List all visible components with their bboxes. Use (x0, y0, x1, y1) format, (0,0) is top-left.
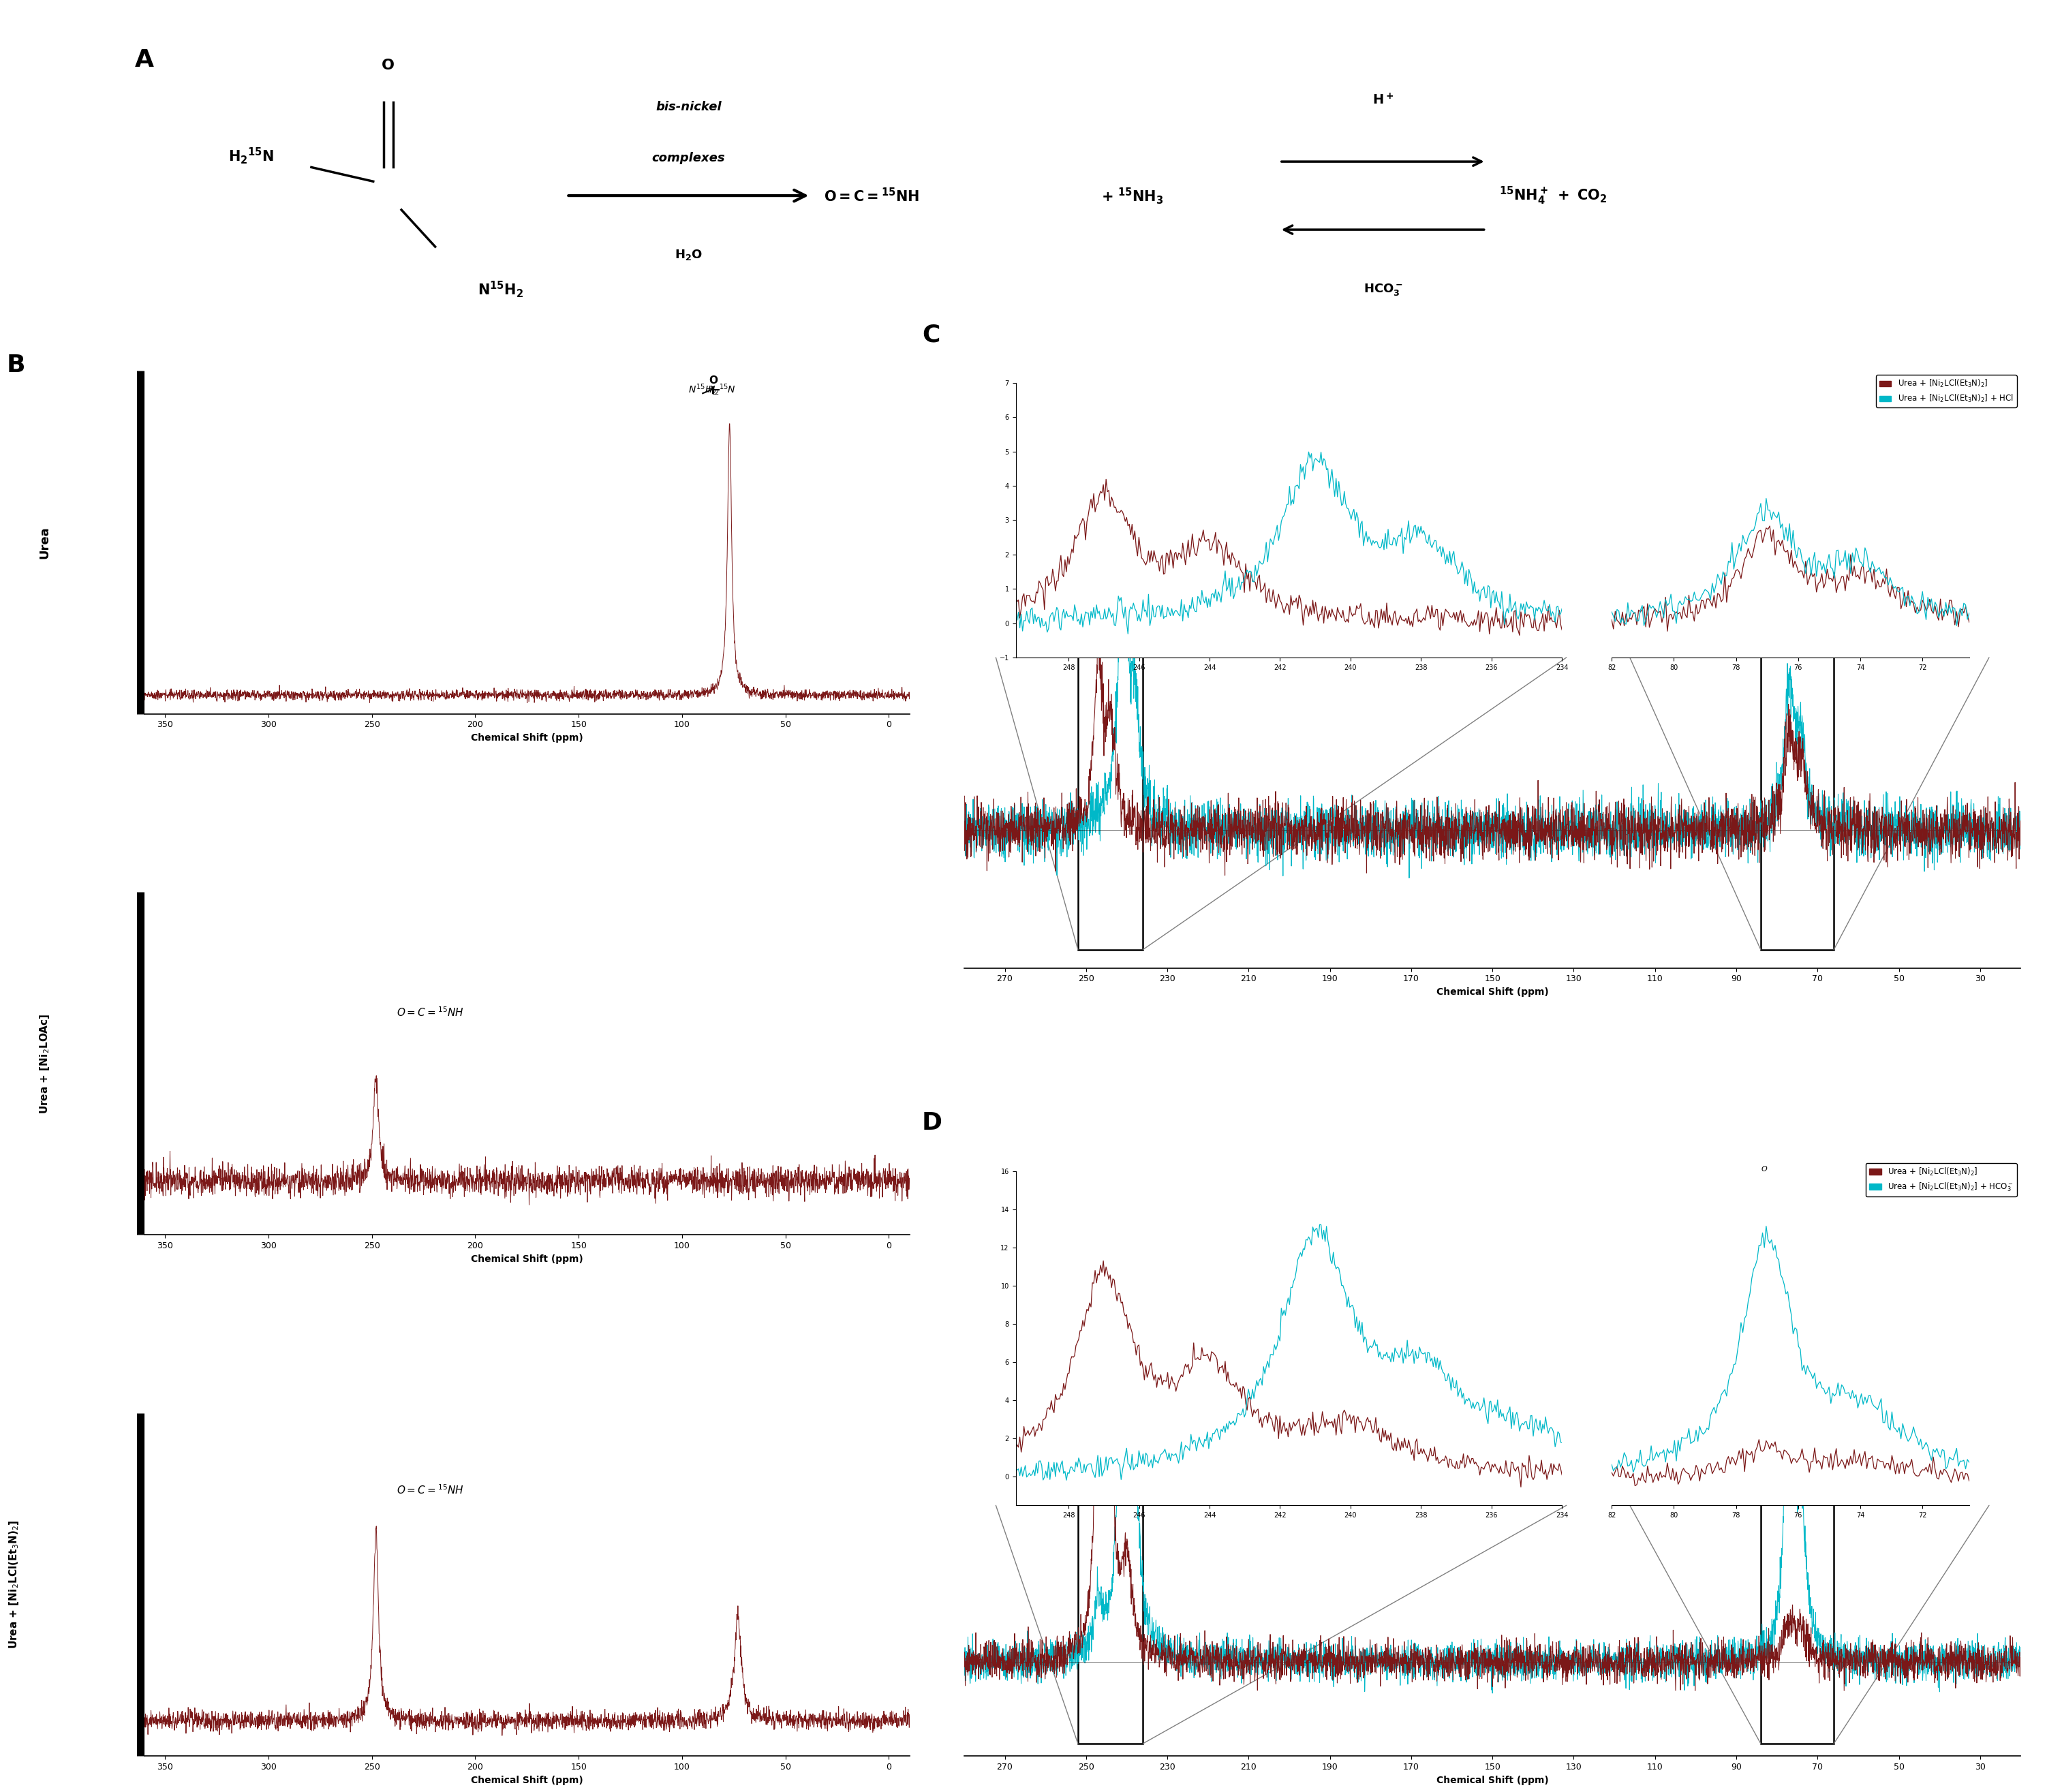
Text: A: A (134, 48, 155, 72)
Text: $\mathregular{O=C={}^{15}NH}$: $\mathregular{O=C={}^{15}NH}$ (823, 186, 920, 204)
Text: B: B (6, 353, 25, 376)
Text: O: O (381, 59, 394, 72)
Text: $\mathregular{HCO_3^-}$: $\mathregular{HCO_3^-}$ (1363, 281, 1402, 297)
Text: complexes: complexes (652, 152, 726, 165)
Bar (1078, 418, 1142, 950)
Text: $\mathregular{N^{15}H_2}$: $\mathregular{N^{15}H_2}$ (478, 280, 524, 299)
Text: $\mathregular{H^+}$: $\mathregular{H^+}$ (1371, 93, 1394, 108)
Bar (1078, 1190, 1142, 1744)
X-axis label: Chemical Shift (ppm): Chemical Shift (ppm) (1437, 1776, 1549, 1785)
X-axis label: Chemical Shift (ppm): Chemical Shift (ppm) (470, 733, 584, 742)
Text: $\mathregular{H_2O}$: $\mathregular{H_2O}$ (674, 247, 703, 262)
Text: $O=C={}^{15}NH$: $O=C={}^{15}NH$ (396, 1005, 464, 1018)
X-axis label: Chemical Shift (ppm): Chemical Shift (ppm) (470, 1776, 584, 1785)
Text: Urea + [Ni$_2$LOAc]: Urea + [Ni$_2$LOAc] (39, 1012, 52, 1115)
Text: $N^{15}H_2$: $N^{15}H_2$ (689, 382, 718, 396)
Text: Urea + [Ni$_2$LCl(Et$_3$N)$_2$]: Urea + [Ni$_2$LCl(Et$_3$N)$_2$] (8, 1520, 21, 1649)
X-axis label: Chemical Shift (ppm): Chemical Shift (ppm) (1437, 987, 1549, 996)
Text: $H_2{}^{15}N$: $H_2{}^{15}N$ (707, 382, 736, 396)
Text: Urea: Urea (39, 527, 52, 559)
Bar (1761, 418, 1833, 950)
Text: D: D (922, 1111, 942, 1134)
Text: $\mathregular{+\ {}^{15}NH_3}$: $\mathregular{+\ {}^{15}NH_3}$ (1101, 186, 1163, 206)
Text: $O=C={}^{15}NH$: $O=C={}^{15}NH$ (396, 1484, 464, 1496)
X-axis label: Chemical Shift (ppm): Chemical Shift (ppm) (470, 1254, 584, 1263)
Text: bis-nickel: bis-nickel (656, 100, 722, 113)
Bar (1761, 1190, 1833, 1744)
Text: O: O (709, 375, 718, 385)
Legend: Urea + [Ni$_2$LCl(Et$_3$N)$_2$], Urea + [Ni$_2$LCl(Et$_3$N)$_2$] + HCl: Urea + [Ni$_2$LCl(Et$_3$N)$_2$], Urea + … (1876, 375, 2017, 407)
Text: C: C (922, 323, 940, 346)
Legend: Urea + [Ni$_2$LCl(Et$_3$N)$_2$], Urea + [Ni$_2$LCl(Et$_3$N)$_2$] + HCO$_3^-$: Urea + [Ni$_2$LCl(Et$_3$N)$_2$], Urea + … (1866, 1163, 2017, 1197)
Text: $\mathregular{H_2{}^{15}N}$: $\mathregular{H_2{}^{15}N}$ (229, 147, 274, 165)
Text: $\mathregular{{}^{15}NH_4^+\ +\ CO_2}$: $\mathregular{{}^{15}NH_4^+\ +\ CO_2}$ (1499, 185, 1606, 206)
